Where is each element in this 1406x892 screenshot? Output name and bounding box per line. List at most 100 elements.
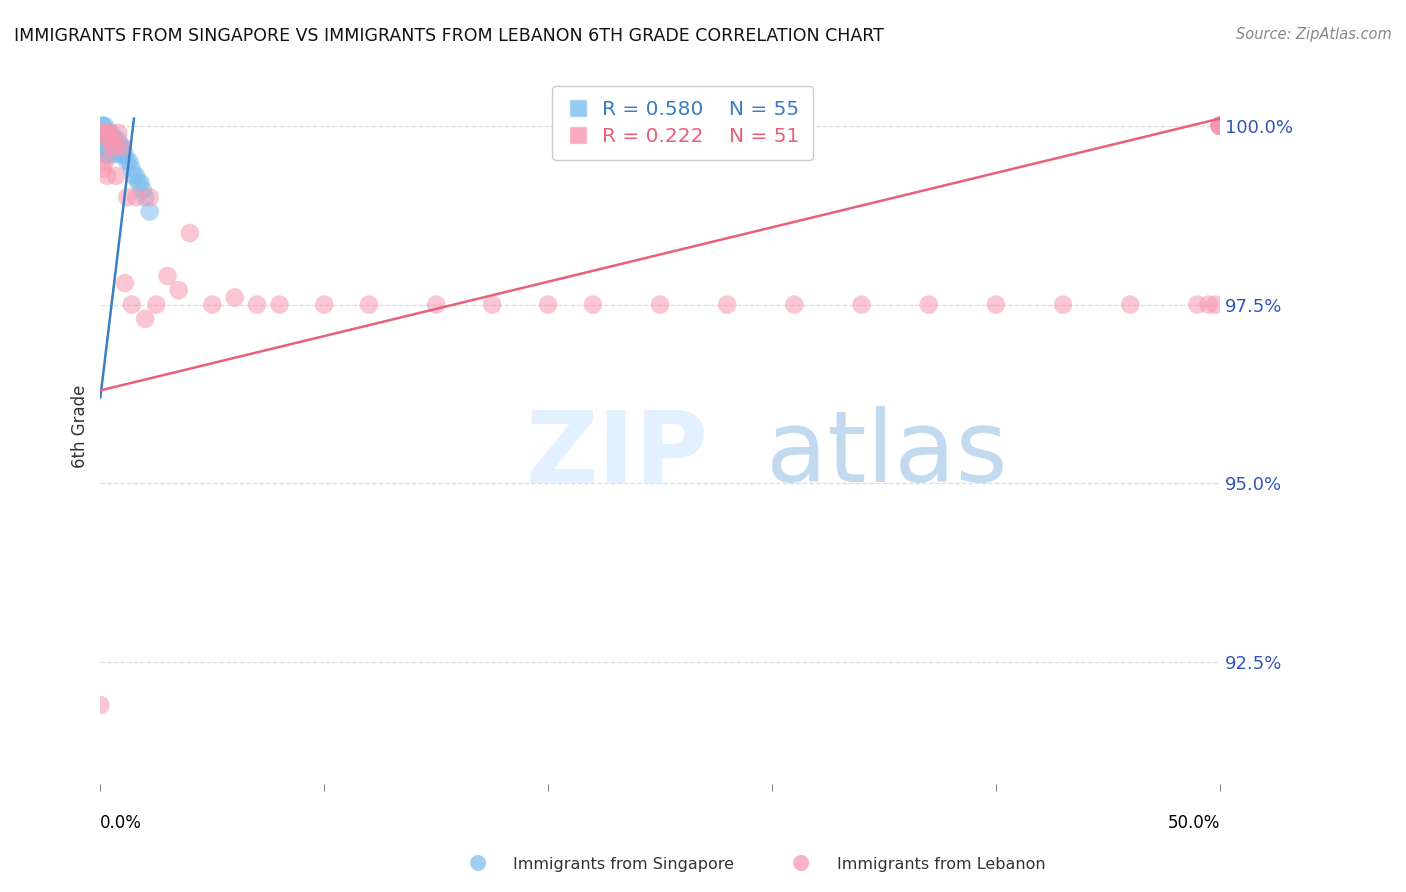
Point <box>89 698 111 713</box>
Point <box>145 297 167 311</box>
Point <box>138 190 160 204</box>
Point <box>98 126 121 140</box>
Point <box>98 147 121 161</box>
Point <box>984 297 1007 311</box>
Point <box>96 126 118 140</box>
Text: Immigrants from Singapore: Immigrants from Singapore <box>513 857 734 872</box>
Point <box>167 283 190 297</box>
Point <box>94 126 117 140</box>
Point <box>107 133 129 147</box>
Point <box>91 133 114 147</box>
Point <box>156 268 179 283</box>
Point <box>89 133 111 147</box>
Point <box>100 140 122 154</box>
Point <box>107 140 129 154</box>
Legend: R = 0.580    N = 55, R = 0.222    N = 51: R = 0.580 N = 55, R = 0.222 N = 51 <box>551 86 813 160</box>
Point <box>91 119 114 133</box>
Point <box>96 126 118 140</box>
Point <box>98 126 121 140</box>
Point <box>125 190 148 204</box>
Point <box>94 147 117 161</box>
Point <box>105 140 128 154</box>
Point <box>121 297 143 311</box>
Point <box>96 140 118 154</box>
Point <box>134 311 156 326</box>
Point <box>91 126 114 140</box>
Point <box>425 297 447 311</box>
Text: ●: ● <box>793 853 810 872</box>
Point <box>91 126 114 140</box>
Point <box>314 297 336 311</box>
Point <box>103 147 125 161</box>
Point <box>125 169 148 183</box>
Point <box>1198 297 1220 311</box>
Point <box>103 133 125 147</box>
Text: atlas: atlas <box>766 406 1008 503</box>
Point <box>110 147 132 161</box>
Point <box>1209 119 1232 133</box>
Y-axis label: 6th Grade: 6th Grade <box>72 384 89 468</box>
Point <box>94 119 117 133</box>
Point <box>94 154 117 169</box>
Point <box>98 140 121 154</box>
Point <box>105 133 128 147</box>
Point <box>105 169 128 183</box>
Point <box>179 226 201 240</box>
Point <box>100 126 122 140</box>
Point <box>118 154 141 169</box>
Point <box>98 133 121 147</box>
Point <box>111 140 134 154</box>
Text: 0.0%: 0.0% <box>100 814 142 832</box>
Point <box>246 297 269 311</box>
Point <box>783 297 806 311</box>
Point <box>96 133 118 147</box>
Point <box>918 297 941 311</box>
Point <box>89 126 111 140</box>
Point <box>357 297 380 311</box>
Point <box>224 290 246 304</box>
Point <box>91 133 114 147</box>
Point <box>91 126 114 140</box>
Point <box>107 126 129 140</box>
Point <box>132 183 155 197</box>
Point <box>115 190 138 204</box>
Point <box>91 161 114 176</box>
Point <box>111 140 134 154</box>
Point <box>100 140 122 154</box>
Point <box>103 140 125 154</box>
Point <box>582 297 605 311</box>
Text: 50.0%: 50.0% <box>1167 814 1220 832</box>
Point <box>716 297 738 311</box>
Text: Immigrants from Lebanon: Immigrants from Lebanon <box>837 857 1045 872</box>
Point <box>138 204 160 219</box>
Point <box>114 276 136 290</box>
Point <box>1209 119 1232 133</box>
Text: ZIP: ZIP <box>526 406 709 503</box>
Text: Source: ZipAtlas.com: Source: ZipAtlas.com <box>1236 27 1392 42</box>
Point <box>201 297 224 311</box>
Point <box>121 161 143 176</box>
Point <box>1052 297 1074 311</box>
Point <box>1209 119 1232 133</box>
Point <box>110 140 132 154</box>
Point <box>127 176 149 190</box>
Point <box>91 140 114 154</box>
Point <box>103 133 125 147</box>
Point <box>89 126 111 140</box>
Point <box>111 147 134 161</box>
Point <box>134 190 156 204</box>
Point <box>96 169 118 183</box>
Point <box>105 140 128 154</box>
Point <box>115 154 138 169</box>
Point <box>98 133 121 147</box>
Point <box>89 140 111 154</box>
Point <box>648 297 671 311</box>
Point <box>94 133 117 147</box>
Point <box>96 140 118 154</box>
Point <box>269 297 291 311</box>
Point <box>98 126 121 140</box>
Point <box>1209 119 1232 133</box>
Point <box>122 169 145 183</box>
Point <box>114 147 136 161</box>
Point <box>1187 297 1209 311</box>
